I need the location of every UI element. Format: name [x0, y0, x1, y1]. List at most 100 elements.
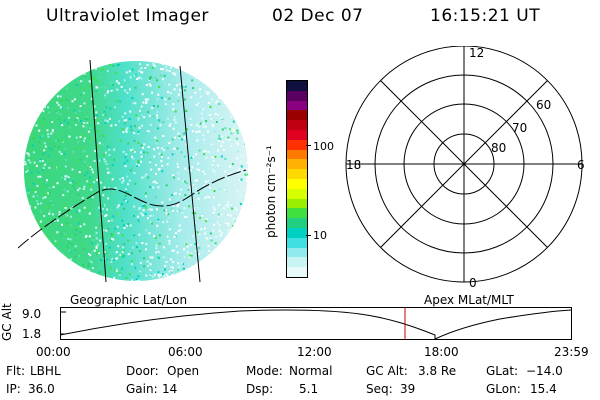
speckle-pixel: [137, 117, 140, 120]
speckle-pixel: [134, 182, 137, 185]
speckle-pixel: [183, 155, 186, 158]
status-gain-value: 14: [162, 382, 178, 396]
speckle-pixel: [31, 278, 34, 281]
speckle-pixel: [42, 164, 45, 167]
speckle-pixel: [45, 251, 48, 254]
speckle-pixel: [152, 214, 155, 217]
speckle-pixel: [57, 139, 60, 142]
speckle-pixel: [176, 209, 179, 212]
speckle-pixel: [37, 203, 40, 205]
speckle-pixel: [123, 122, 126, 125]
speckle-pixel: [191, 211, 194, 214]
speckle-pixel: [188, 205, 191, 208]
speckle-pixel: [121, 177, 124, 179]
speckle-pixel: [184, 74, 187, 77]
speckle-pixel: [140, 124, 143, 127]
speckle-pixel: [125, 277, 128, 279]
speckle-pixel: [182, 68, 185, 71]
speckle-pixel: [128, 70, 131, 73]
speckle-pixel: [215, 101, 218, 104]
speckle-pixel: [212, 277, 215, 280]
speckle-pixel: [215, 121, 218, 123]
speckle-pixel: [214, 243, 217, 246]
speckle-pixel: [130, 263, 133, 265]
speckle-pixel: [117, 241, 120, 244]
speckle-pixel: [229, 125, 232, 128]
speckle-pixel: [63, 82, 66, 85]
speckle-pixel: [239, 91, 242, 94]
speckle-pixel: [110, 187, 113, 190]
speckle-pixel: [60, 233, 63, 236]
speckle-pixel: [210, 253, 213, 255]
speckle-pixel: [41, 153, 44, 156]
speckle-pixel: [24, 83, 25, 86]
speckle-pixel: [240, 76, 243, 79]
colorbar-segment: [287, 198, 307, 209]
speckle-pixel: [163, 81, 166, 84]
speckle-pixel: [234, 238, 237, 241]
altitude-curve: [60, 309, 572, 340]
speckle-pixel: [250, 234, 252, 236]
speckle-pixel: [168, 228, 171, 231]
speckle-pixel: [205, 237, 208, 240]
speckle-pixel: [138, 207, 141, 210]
speckle-pixel: [95, 237, 98, 240]
speckle-pixel: [229, 85, 232, 88]
speckle-pixel: [64, 63, 67, 66]
speckle-pixel: [252, 234, 254, 236]
speckle-pixel: [61, 140, 64, 143]
speckle-pixel: [149, 158, 152, 161]
speckle-pixel: [25, 145, 28, 148]
speckle-pixel: [95, 118, 98, 121]
speckle-pixel: [106, 258, 109, 261]
speckle-pixel: [252, 62, 254, 64]
speckle-pixel: [204, 180, 207, 183]
speckle-pixel: [38, 129, 41, 132]
speckle-pixel: [92, 171, 94, 174]
speckle-pixel: [211, 163, 214, 166]
speckle-pixel: [24, 278, 26, 281]
speckle-pixel: [161, 164, 164, 167]
speckle-pixel: [29, 229, 32, 232]
speckle-pixel: [54, 139, 57, 142]
colorbar: [286, 80, 308, 278]
speckle-pixel: [46, 269, 49, 272]
speckle-pixel: [74, 256, 77, 258]
speckle-pixel: [36, 98, 39, 101]
speckle-pixel: [85, 235, 88, 238]
speckle-pixel: [103, 110, 106, 113]
speckle-pixel: [194, 212, 197, 215]
speckle-pixel: [91, 168, 94, 171]
speckle-pixel: [208, 91, 211, 94]
speckle-pixel: [95, 111, 98, 114]
speckle-pixel: [190, 123, 193, 126]
speckle-pixel: [87, 130, 90, 133]
speckle-pixel: [227, 222, 230, 225]
colorbar-segment: [287, 178, 307, 189]
speckle-pixel: [32, 189, 35, 192]
speckle-pixel: [154, 136, 157, 139]
speckle-pixel: [89, 254, 92, 257]
speckle-pixel: [135, 163, 138, 166]
speckle-pixel: [115, 268, 118, 271]
speckle-pixel: [65, 269, 68, 272]
speckle-pixel: [121, 267, 124, 270]
speckle-pixel: [100, 181, 102, 184]
speckle-pixel: [173, 193, 176, 195]
speckle-pixel: [46, 87, 49, 90]
speckle-pixel: [118, 272, 121, 275]
speckle-pixel: [177, 172, 180, 175]
speckle-pixel: [19, 200, 21, 202]
time-label: 16:15:21 UT: [430, 6, 541, 26]
speckle-pixel: [149, 269, 152, 272]
speckle-pixel: [174, 232, 177, 235]
speckle-pixel: [133, 139, 136, 142]
speckle-pixel: [134, 86, 137, 89]
speckle-pixel: [36, 86, 39, 89]
speckle-pixel: [105, 106, 108, 109]
speckle-pixel: [83, 247, 86, 250]
speckle-pixel: [91, 242, 94, 245]
speckle-pixel: [42, 167, 45, 170]
speckle-pixel: [166, 275, 169, 278]
speckle-pixel: [106, 145, 109, 148]
